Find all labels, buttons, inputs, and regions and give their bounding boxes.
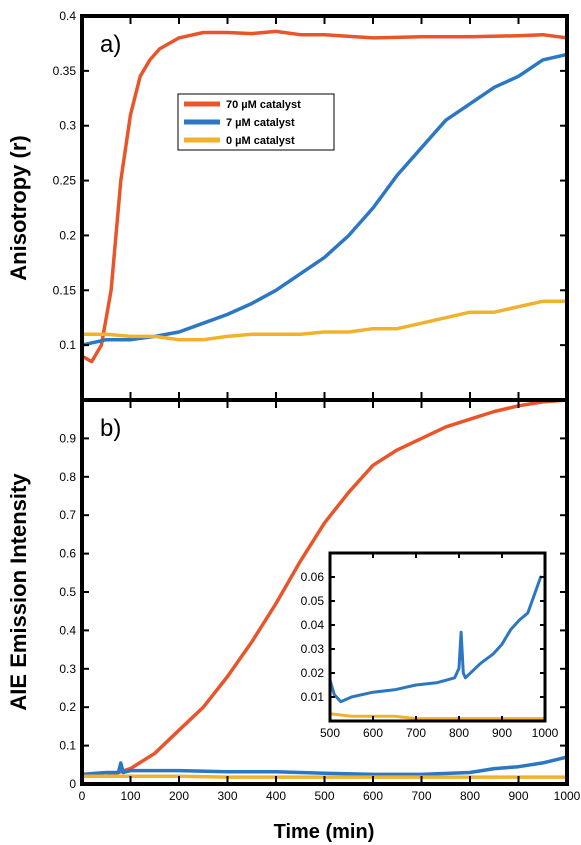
panel-b-ytick-label: 0.4 <box>59 623 76 637</box>
panel-a: 0.1 0.15 0.2 0.25 0.3 0.35 0.4 a) Anisotropy (… <box>6 9 569 402</box>
panel-b-xtick-label: 100 <box>120 789 140 803</box>
panel-a-ytick-label: 0.3 <box>59 119 76 133</box>
panel-b-ytick-label: 0.9 <box>59 431 76 445</box>
panel-a-ytick-label: 0.4 <box>59 9 76 23</box>
inset-ytick-label: 0.05 <box>301 594 325 608</box>
panel-a-ytick-label: 0.15 <box>53 283 77 297</box>
panel-a-series-70uM-line <box>80 29 569 364</box>
panel-b-series-7uM-line <box>80 755 569 777</box>
panel-b-xtick-label: 800 <box>460 789 480 803</box>
inset-series-0uM-line <box>328 712 547 721</box>
panel-b-series-70uM-line <box>80 398 569 779</box>
inset-frame <box>328 551 547 723</box>
panel-b-xtick-label: 500 <box>314 789 334 803</box>
legend-label-0: 0 µM catalyst <box>226 135 295 147</box>
panel-a-ytick-label: 0.35 <box>53 64 77 78</box>
panel-b-ytick-label: 0.7 <box>59 508 76 522</box>
panel-a-ytick-label: 0.25 <box>53 174 77 188</box>
inset-ticks: 0.01 0.02 0.03 0.04 0.05 0.06 500 600 700 800 900 1… <box>301 553 559 740</box>
inset-xtick-label: 700 <box>406 726 426 740</box>
panel-a-label: a) <box>100 31 121 58</box>
panel-a-ytick-label: 0.1 <box>59 338 76 352</box>
legend-label-7: 7 µM catalyst <box>226 117 295 129</box>
legend-label-70: 70 µM catalyst <box>226 99 301 111</box>
panel-b-ytick-label: 0 <box>69 777 76 791</box>
x-axis-title: Time (min) <box>274 821 375 843</box>
inset-xtick-label: 800 <box>449 726 469 740</box>
panel-b-ytick-label: 0.6 <box>59 547 76 561</box>
inset-ytick-label: 0.04 <box>301 618 325 632</box>
panel-b-xtick-label: 0 <box>79 789 86 803</box>
panel-a-frame <box>80 14 569 402</box>
inset-xtick-label: 900 <box>492 726 512 740</box>
inset: 0.01 0.02 0.03 0.04 0.05 0.06 500 600 700 800 900 1… <box>301 551 559 740</box>
inset-ytick-label: 0.06 <box>301 570 325 584</box>
panel-b: 0 0.1 0.2 0.3 0.4 0.5 0.6 0.7 0.8 0.9 0 100 200 300 40… <box>6 398 581 803</box>
panel-b-ytick-label: 0.2 <box>59 700 76 714</box>
panel-b-ytick-label: 0.5 <box>59 585 76 599</box>
panel-a-series-0uM-line <box>80 299 569 342</box>
panel-b-ylabel: AIE Emission Intensity <box>6 473 31 711</box>
panel-b-xtick-label: 200 <box>169 789 189 803</box>
panel-a-series <box>80 29 569 364</box>
panel-b-xtick-label: 300 <box>217 789 237 803</box>
inset-series-7uM-line <box>328 575 543 704</box>
panel-b-xtick-label: 900 <box>508 789 528 803</box>
panel-b-ytick-label: 0.3 <box>59 662 76 676</box>
panel-a-ytick-label: 0.2 <box>59 228 76 242</box>
panel-b-xtick-label: 700 <box>411 789 431 803</box>
panel-b-ytick-label: 0.8 <box>59 470 76 484</box>
panel-b-label: b) <box>100 415 121 442</box>
panel-b-ytick-label: 0.1 <box>59 739 76 753</box>
panel-b-xtick-label: 400 <box>266 789 286 803</box>
panel-b-ticks: 0 0.1 0.2 0.3 0.4 0.5 0.6 0.7 0.8 0.9 0 100 200 300 40… <box>59 400 581 803</box>
inset-ytick-label: 0.02 <box>301 666 325 680</box>
panel-a-series-7uM-line <box>80 52 569 347</box>
inset-ytick-label: 0.01 <box>301 690 325 704</box>
inset-series <box>328 575 547 721</box>
inset-xtick-label: 1000 <box>532 726 559 740</box>
inset-ytick-label: 0.03 <box>301 642 325 656</box>
panel-b-xtick-label: 1000 <box>554 789 581 803</box>
inset-xtick-label: 500 <box>320 726 340 740</box>
panel-a-ylabel: Anisotropy (r) <box>6 135 31 280</box>
inset-xtick-label: 600 <box>363 726 383 740</box>
panel-b-xtick-label: 600 <box>363 789 383 803</box>
legend: 70 µM catalyst 7 µM catalyst 0 µM cataly… <box>177 93 335 151</box>
